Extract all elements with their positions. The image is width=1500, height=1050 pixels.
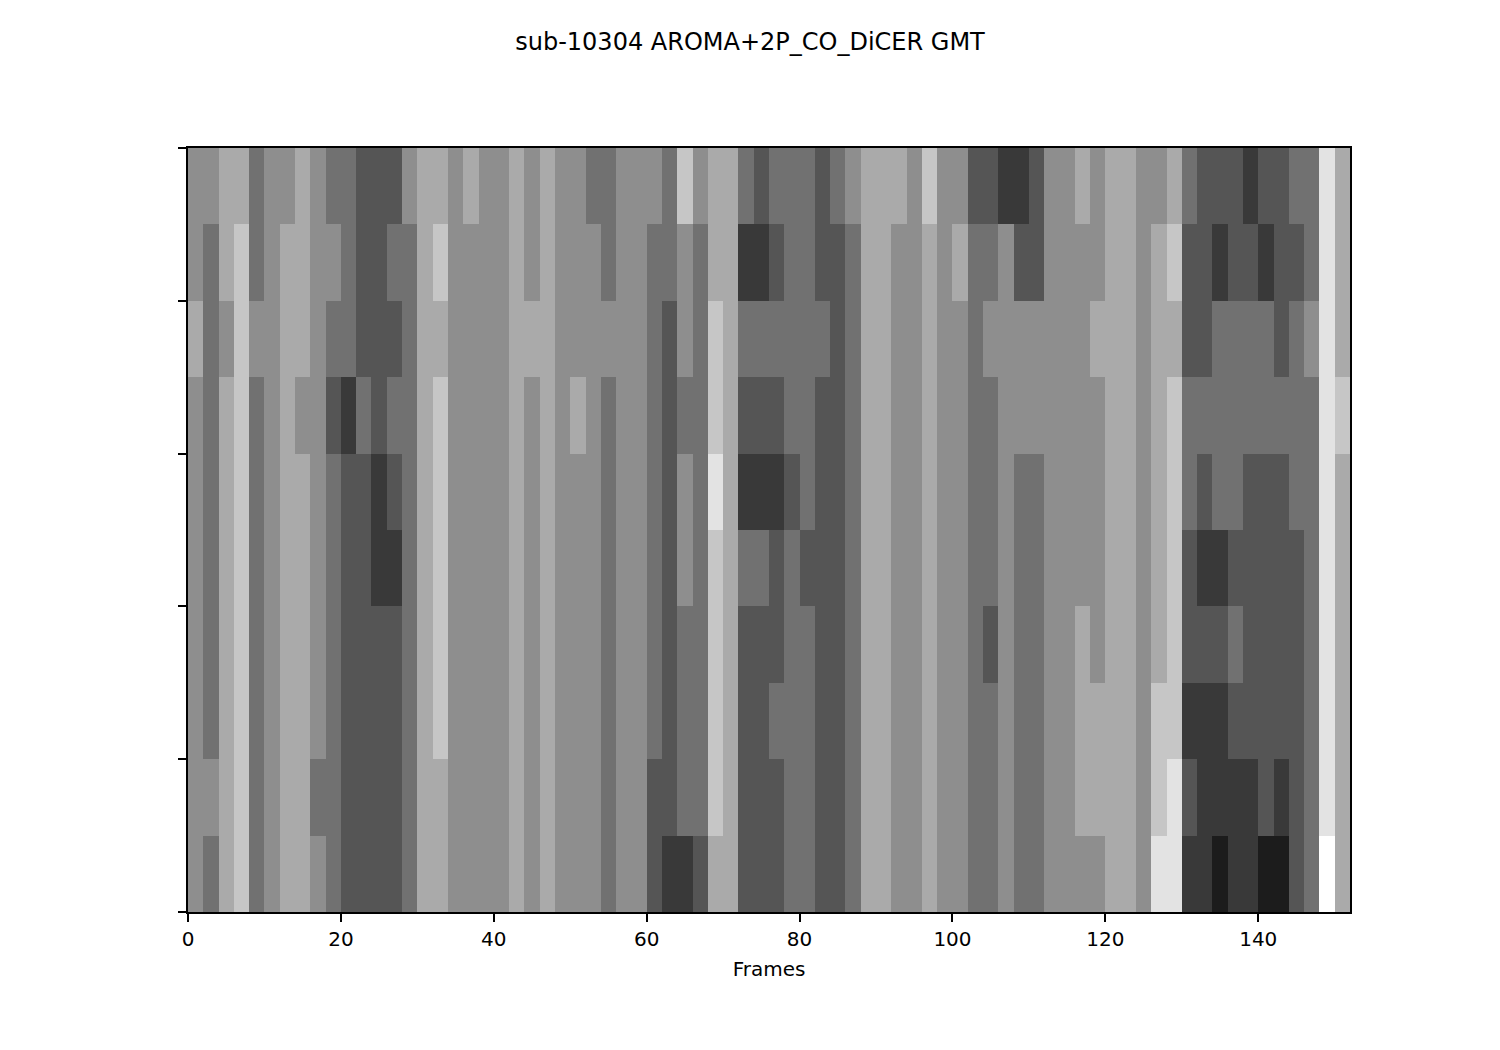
svg-text:80: 80 bbox=[787, 927, 812, 951]
svg-text:140: 140 bbox=[1239, 927, 1277, 951]
svg-text:0: 0 bbox=[182, 927, 195, 951]
svg-text:120: 120 bbox=[1086, 927, 1124, 951]
svg-text:100: 100 bbox=[933, 927, 971, 951]
svg-text:Frames: Frames bbox=[733, 957, 806, 981]
svg-text:40: 40 bbox=[481, 927, 506, 951]
svg-text:60: 60 bbox=[634, 927, 659, 951]
svg-text:sub-10304 AROMA+2P_CO_DiCER GM: sub-10304 AROMA+2P_CO_DiCER GMT bbox=[515, 28, 985, 56]
svg-text:20: 20 bbox=[328, 927, 353, 951]
